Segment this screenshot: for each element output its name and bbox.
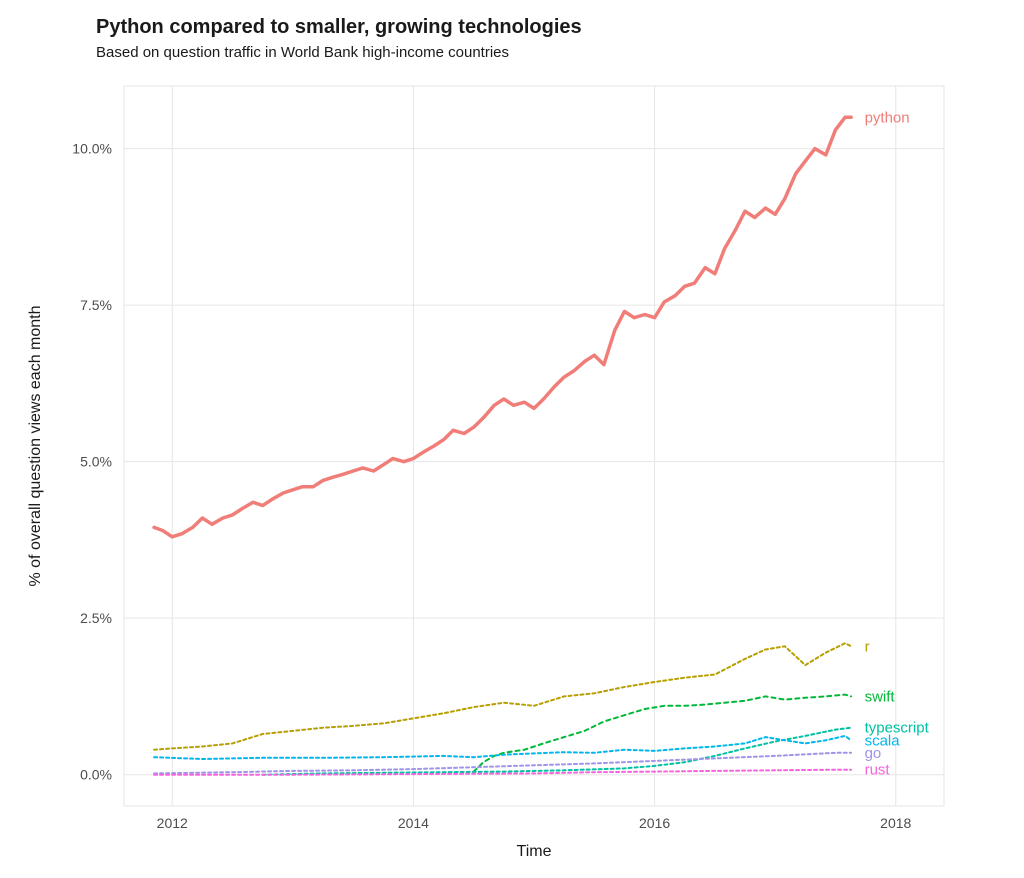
svg-text:2018: 2018 [880,815,911,831]
svg-text:5.0%: 5.0% [80,454,112,470]
svg-text:% of overall question views ea: % of overall question views each month [27,305,44,586]
svg-text:0.0%: 0.0% [80,767,112,783]
series-label-rust: rust [865,762,891,779]
series-label-go: go [865,745,882,762]
svg-text:Time: Time [517,843,552,860]
svg-text:7.5%: 7.5% [80,297,112,313]
series-label-swift: swift [865,688,896,705]
chart-container: Python compared to smaller, growing tech… [0,0,1024,878]
svg-text:2012: 2012 [157,815,188,831]
chart-svg: 2012 2014 2016 2018 0.0% 2.5% 5.0% 7.5% 10.0% Tim… [0,0,1024,878]
svg-text:10.0%: 10.0% [72,141,112,157]
chart-subtitle: Based on question traffic in World Bank … [96,44,509,61]
chart-title: Python compared to smaller, growing tech… [96,16,582,39]
series-label-python: python [865,109,910,126]
svg-text:2016: 2016 [639,815,670,831]
series-label-r: r [865,638,870,655]
svg-text:2014: 2014 [398,815,429,831]
svg-text:2.5%: 2.5% [80,610,112,626]
